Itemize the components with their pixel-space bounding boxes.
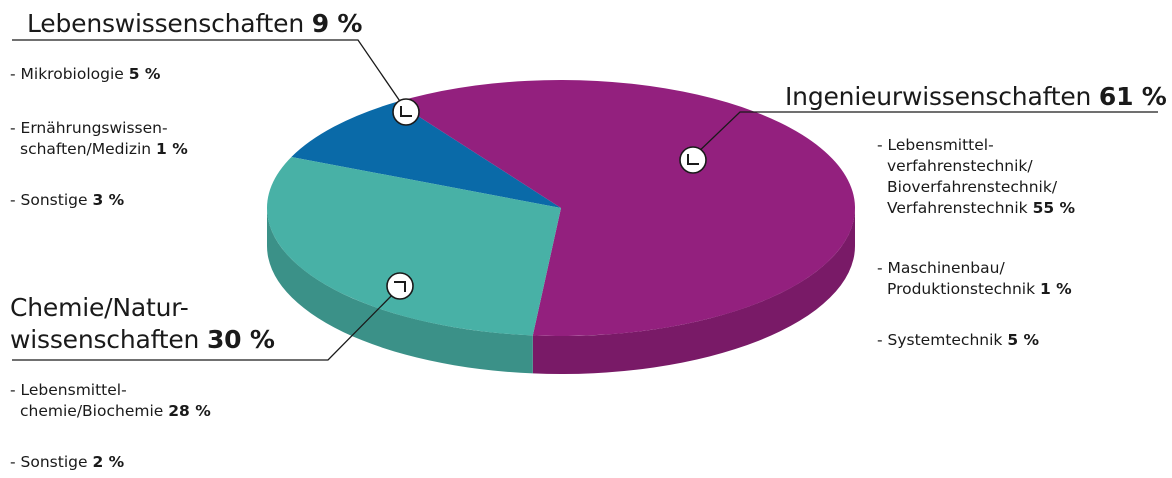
- heading-ingenieurwissenschaften: Ingenieurwissenschaften 61 %: [785, 82, 1167, 111]
- heading-percent: 61 %: [1098, 82, 1167, 111]
- heading-percent: 9 %: [311, 9, 363, 38]
- item-label-line2: schaften/Medizin 1 %: [10, 139, 188, 160]
- item-percent: 28 %: [168, 402, 211, 420]
- item-label: - Sonstige: [10, 191, 88, 209]
- leader-marker-glyph-1: [687, 154, 699, 165]
- pie-side-0: [532, 208, 855, 374]
- leader-lines: [12, 39, 1158, 361]
- heading-name-line2: wissenschaften 30 %: [10, 324, 275, 356]
- heading-name: Ingenieurwissenschaften: [785, 82, 1092, 111]
- item-maschinenbau: - Maschinenbau/ Produktionstechnik 1 %: [877, 258, 1072, 300]
- leader-marker-1: [679, 146, 707, 174]
- item-label: - Ernährungswissen-: [10, 119, 168, 137]
- item-label-last: Produktionstechnik 1 %: [877, 279, 1072, 300]
- item-label-cont: chemie/Biochemie: [20, 402, 164, 420]
- item-sonstige-leben: - Sonstige 3 %: [10, 190, 124, 211]
- item-label: - Mikrobiologie: [10, 65, 124, 83]
- leader-line-1: [692, 111, 1158, 158]
- pie-side-1: [267, 208, 533, 374]
- item-lebensmittelchemie: - Lebensmittel- chemie/Biochemie 28 %: [10, 380, 211, 422]
- heading-chemie: Chemie/Natur- wissenschaften 30 %: [10, 292, 275, 356]
- item-label: - Systemtechnik: [877, 331, 1003, 349]
- item-verfahrenstechnik: - Lebensmittel- verfahrenstechnik/ Biove…: [877, 135, 1075, 219]
- item-label: - Maschinenbau/: [877, 259, 1005, 277]
- item-percent: 3 %: [92, 191, 125, 209]
- item-label-cont: verfahrenstechnik/: [887, 157, 1033, 175]
- heading-name: Chemie/Natur-: [10, 293, 189, 322]
- item-label: - Lebensmittel-: [877, 136, 994, 154]
- pie-slice-1: [267, 156, 561, 336]
- leader-line-0: [12, 39, 407, 111]
- leader-marker-glyph-2: [394, 281, 406, 292]
- item-percent: 1 %: [156, 140, 188, 158]
- item-systemtechnik: - Systemtechnik 5 %: [877, 330, 1039, 351]
- item-label-last: chemie/Biochemie 28 %: [10, 401, 211, 422]
- item-label-cont: Bioverfahrenstechnik/: [887, 178, 1058, 196]
- pie-slice-0: [396, 80, 856, 336]
- leader-line-2: [12, 286, 401, 361]
- leader-marker-0: [392, 98, 420, 126]
- leader-marker-2: [386, 272, 414, 300]
- item-percent: 5 %: [1007, 331, 1040, 349]
- item-percent: 5 %: [128, 65, 161, 83]
- heading-percent: 30 %: [206, 325, 275, 354]
- item-label: - Lebensmittel-: [10, 381, 127, 399]
- item-label: - Sonstige: [10, 453, 88, 471]
- item-label-last: Verfahrenstechnik 55 %: [877, 198, 1075, 219]
- heading-lebenswissenschaften: Lebenswissenschaften 9 %: [27, 9, 362, 38]
- pie-sides: [267, 208, 855, 374]
- item-label-cont: Produktionstechnik: [887, 280, 1036, 298]
- leader-marker-glyph-0: [400, 106, 412, 117]
- item-label-cont: schaften/Medizin: [20, 140, 152, 158]
- item-percent: 1 %: [1040, 280, 1072, 298]
- pie-slice-2: [291, 102, 561, 208]
- item-sonstige-chemie: - Sonstige 2 %: [10, 452, 124, 473]
- item-percent: 55 %: [1032, 199, 1076, 217]
- pie-top: [267, 80, 856, 336]
- heading-name: Lebenswissenschaften: [27, 9, 304, 38]
- item-percent: 2 %: [92, 453, 125, 471]
- item-ernaehrung: - Ernährungswissen- schaften/Medizin 1 %: [10, 118, 188, 160]
- item-label-cont: Verfahrenstechnik: [887, 199, 1028, 217]
- heading-name-cont: wissenschaften: [10, 325, 200, 354]
- item-mikrobiologie: - Mikrobiologie 5 %: [10, 64, 160, 85]
